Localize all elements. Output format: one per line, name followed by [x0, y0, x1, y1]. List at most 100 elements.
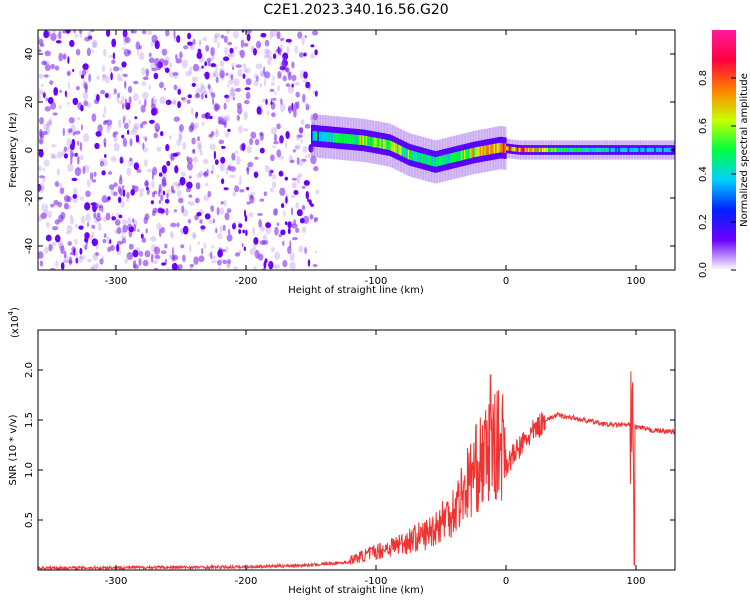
spectrogram-noise-cell: [221, 178, 225, 185]
spectrogram-noise-cell: [59, 187, 65, 195]
spectrogram-noise-cell: [175, 58, 182, 64]
spectrogram-core-cell: [616, 147, 619, 153]
spectrogram-noise-cell: [217, 249, 223, 258]
spectrogram-noise-cell: [101, 256, 105, 261]
spectrogram-core-cell: [367, 136, 370, 146]
spectrogram-noise-cell: [206, 84, 212, 89]
spectrogram-core-cell: [320, 131, 323, 142]
spectrogram-noise-cell: [156, 146, 162, 152]
spectrogram-noise-cell: [306, 104, 311, 110]
spectrogram-noise-cell: [214, 159, 219, 165]
spectrogram-noise-cell: [56, 168, 60, 176]
spectrogram-noise-cell: [250, 45, 255, 54]
spectrogram-core-cell: [562, 147, 565, 153]
spectrogram-noise-cell: [102, 73, 108, 79]
spectrogram-core-cell: [621, 147, 624, 153]
spectrogram-noise-cell: [122, 224, 128, 233]
spectrogram-noise-cell: [191, 137, 196, 145]
spectrogram-core-cell: [382, 139, 385, 149]
spectrogram-core-cell: [582, 147, 585, 153]
spectrogram-noise-cell: [57, 201, 62, 208]
spectrogram-noise-cell: [92, 41, 97, 48]
spectrogram-noise-cell: [284, 67, 289, 72]
spectrogram-noise-cell: [209, 133, 214, 140]
spectrogram-core-cell: [429, 155, 432, 166]
spectrogram-noise-cell: [129, 138, 133, 147]
spectrogram-noise-cell: [80, 104, 84, 112]
spectrogram-noise-cell: [172, 182, 180, 186]
spectrogram-core-cell: [376, 138, 379, 148]
spectrogram-noise-cell: [139, 191, 144, 198]
spectrogram-noise-cell: [192, 156, 198, 163]
spectrogram-core-cell: [495, 143, 498, 154]
spectrogram-noise-cell: [66, 225, 73, 233]
spectrogram-noise-cell: [227, 165, 231, 171]
spectrogram-core-cell: [535, 147, 538, 153]
spectrogram-noise-cell: [277, 71, 282, 79]
spectrogram-noise-cell: [271, 30, 278, 38]
spectrogram-core-cell: [605, 147, 608, 153]
spectrogram-noise-cell: [68, 256, 72, 266]
spectrogram-noise-cell: [150, 41, 154, 48]
spectrogram-noise-cell: [158, 228, 162, 238]
spectrogram-noise-cell: [216, 174, 220, 179]
spectrogram-noise-cell: [219, 162, 226, 172]
spectrogram-noise-cell: [120, 200, 125, 208]
spectrogram-noise-cell: [52, 226, 59, 231]
spectrogram-noise-cell: [295, 133, 301, 141]
spectrogram-noise-cell: [110, 156, 117, 163]
spectrogram-noise-cell: [151, 107, 157, 116]
spectrogram-core-cell: [467, 149, 470, 159]
y-tick-label: 2.0: [24, 362, 35, 378]
spectrogram-noise-cell: [150, 103, 156, 110]
spectrogram-core-cell: [440, 155, 443, 166]
spectrogram-core-cell: [585, 147, 588, 153]
spectrogram-noise-cell: [48, 243, 53, 252]
spectrogram-core-cell: [538, 147, 541, 153]
spectrogram-noise-cell: [230, 92, 236, 97]
spectrogram-noise-cell: [202, 90, 208, 96]
spectrogram-noise-cell: [110, 72, 113, 81]
spectrogram-noise-cell: [258, 219, 262, 228]
snr-x-axis-label: Height of straight line (km): [288, 585, 424, 596]
spectrogram-noise-cell: [173, 98, 177, 106]
spectrogram-noise-cell: [262, 240, 269, 245]
spectrogram-noise-cell: [160, 131, 164, 137]
spectrogram-noise-cell: [226, 30, 230, 35]
spectrogram-noise-cell: [86, 179, 91, 188]
spectrogram-noise-cell: [151, 210, 156, 217]
spectrogram-noise-cell: [38, 185, 45, 194]
spectrogram-noise-cell: [287, 227, 291, 235]
spectrogram-noise-cell: [86, 102, 92, 108]
spectrogram-core-cell: [510, 146, 513, 152]
spectrogram-core-cell: [459, 151, 462, 161]
spectrogram-noise-cell: [272, 145, 277, 149]
spectrogram-noise-cell: [301, 204, 306, 211]
spectrogram-core-cell: [337, 133, 340, 143]
spectrogram-noise-cell: [291, 74, 297, 82]
spectrogram-noise-cell: [289, 159, 295, 164]
spectrogram-noise-cell: [104, 93, 109, 98]
spectrogram-noise-cell: [237, 221, 241, 225]
spectrogram-noise-cell: [95, 216, 102, 222]
spectrogram-core-cell: [395, 143, 398, 154]
spectrogram-noise-cell: [103, 142, 107, 148]
spectrogram-core-cell: [401, 146, 404, 157]
spectrogram-noise-cell: [189, 66, 192, 75]
spectrogram-noise-cell: [190, 122, 195, 131]
spectrogram-noise-cell: [224, 94, 230, 99]
x-tick-label: 0: [503, 576, 509, 587]
spectrogram-noise-cell: [187, 41, 193, 46]
spectrogram-noise-cell: [239, 189, 245, 193]
spectrogram-noise-cell: [227, 84, 230, 88]
spectrogram-noise-cell: [160, 226, 165, 234]
spectrogram-noise-cell: [86, 258, 92, 263]
spectrogram-core-cell: [601, 147, 604, 153]
spectrogram-core-cell: [506, 146, 509, 151]
spectrogram-noise-cell: [43, 61, 46, 66]
spectrogram-noise-cell: [286, 45, 290, 54]
spectrogram-noise-cell: [39, 260, 44, 267]
spectrogram-noise-cell: [113, 191, 118, 197]
spectrogram-core-cell: [557, 147, 560, 153]
spectrogram-noise-cell: [76, 86, 80, 91]
